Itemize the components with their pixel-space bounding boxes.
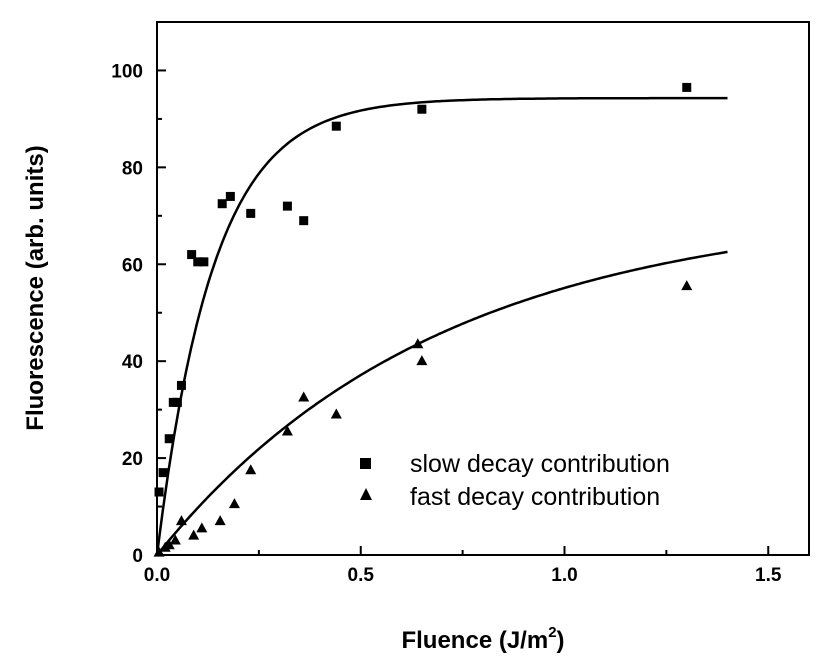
data-point-square [176,380,186,390]
data-point-triangle [153,546,165,557]
data-point-triangle [196,522,208,533]
data-point-triangle [298,391,310,402]
data-point-square [299,216,309,226]
legend-label-fast: fast decay contribution [410,483,660,511]
y-axis-title: Fluorescence (arb. units) [22,145,49,430]
data-point-triangle [412,338,424,349]
legend-marker-square [360,458,371,469]
data-point-triangle [681,280,693,291]
fit-curve-series-1 [156,250,728,556]
data-points [153,82,693,557]
y-tick-label: 0 [132,546,143,567]
y-tick-label: 100 [111,61,143,82]
data-point-square [172,397,182,407]
fit-curves [155,96,728,556]
y-tick-label: 60 [122,255,143,276]
data-point-square [199,257,209,267]
data-point-triangle [228,498,240,509]
legend: slow decay contribution fast decay contr… [360,450,670,511]
legend-marker-triangle [360,488,372,500]
data-point-triangle [188,529,200,540]
axis-ticks [156,69,770,556]
y-tick-labels: 0 20 40 60 80 100 [111,61,143,567]
y-tick-label: 80 [122,158,143,179]
plot-frame [156,21,810,556]
x-tick-label: 1.0 [551,565,577,586]
data-point-triangle [281,425,293,436]
data-point-square [225,191,235,201]
data-point-square [193,257,203,267]
data-point-triangle [214,515,226,526]
data-point-square [154,487,164,497]
x-tick-label: 0.5 [348,565,375,586]
x-tick-labels: 0.0 0.5 1.0 1.5 [144,565,782,586]
data-point-triangle [175,515,187,526]
x-axis-title-end: ) [557,627,565,654]
data-point-square [417,104,427,114]
data-point-square [331,121,341,131]
x-tick-label: 0.0 [144,565,170,586]
data-point-square [282,201,292,211]
data-point-square [164,434,174,444]
data-point-triangle [416,355,428,366]
data-point-square [158,468,168,478]
data-point-triangle [163,539,175,550]
x-axis-title-sup: 2 [548,624,556,641]
legend-label-slow: slow decay contribution [410,450,670,478]
data-point-square [187,250,197,260]
data-point-square [217,199,227,209]
y-tick-label: 20 [122,449,143,470]
x-axis-title: Fluence (J/m2) [401,624,564,654]
data-point-square [246,208,256,218]
data-point-square [682,82,692,92]
y-tick-label: 40 [122,352,143,373]
x-axis-title-main: Fluence (J/m [401,627,548,654]
x-tick-label: 1.5 [755,565,782,586]
data-point-triangle [245,464,257,475]
data-point-triangle [169,534,181,545]
fit-curve-series-0 [155,96,728,556]
data-point-triangle [330,408,342,419]
